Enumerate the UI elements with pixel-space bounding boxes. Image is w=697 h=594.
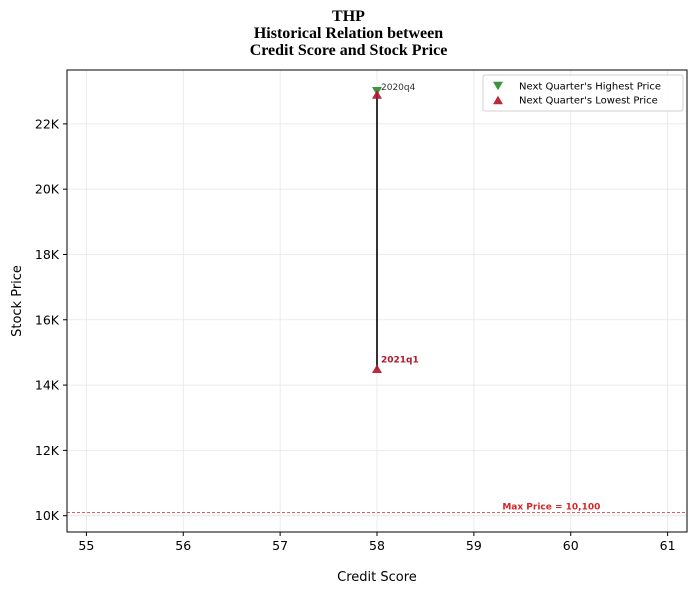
x-tick-label: 55 [78,538,94,553]
x-tick-label: 57 [272,538,288,553]
x-axis-label: Credit Score [337,570,417,585]
x-tick-label: 59 [466,538,482,553]
point-label: 2021q1 [381,356,419,366]
chart-title-line-2: Historical Relation between [253,25,444,42]
y-tick-label: 18K [35,247,60,262]
y-tick-label: 14K [35,378,60,393]
chart-title-line-3: Credit Score and Stock Price [249,42,448,59]
x-tick-label: 58 [369,538,385,553]
legend-box [482,74,684,112]
chart-title: THP Historical Relation between Credit S… [0,8,697,59]
reference-line-label: Max Price = 10,100 [502,502,600,512]
legend: Next Quarter's Highest Price Next Quarter… [482,74,684,112]
x-tick-label: 56 [175,538,191,553]
legend-label: Next Quarter's Highest Price [519,82,661,93]
axis-ticks: 55 56 57 58 59 60 61 10K 12K 14K 16K 18K 20K 22K [35,116,676,553]
chart-title-line-1: THP [332,8,365,25]
x-tick-label: 60 [563,538,579,553]
y-tick-label: 22K [35,116,60,131]
low-price-point [372,90,382,99]
y-tick-label: 10K [35,508,60,523]
x-tick-label: 61 [660,538,676,553]
legend-marker [493,95,503,105]
y-tick-label: 20K [35,182,60,197]
legend-marker [493,81,503,91]
point-label: 2020q4 [381,83,416,93]
low-price-point [372,364,382,373]
y-axis-label: Stock Price [10,265,25,337]
legend-label: Next Quarter's Lowest Price [519,96,658,107]
y-tick-label: 16K [35,312,60,327]
y-tick-label: 12K [35,443,60,458]
reference-line-group: Max Price = 10,100 [67,502,687,513]
chart-marks: 2020q4 2021q1 [372,83,419,373]
